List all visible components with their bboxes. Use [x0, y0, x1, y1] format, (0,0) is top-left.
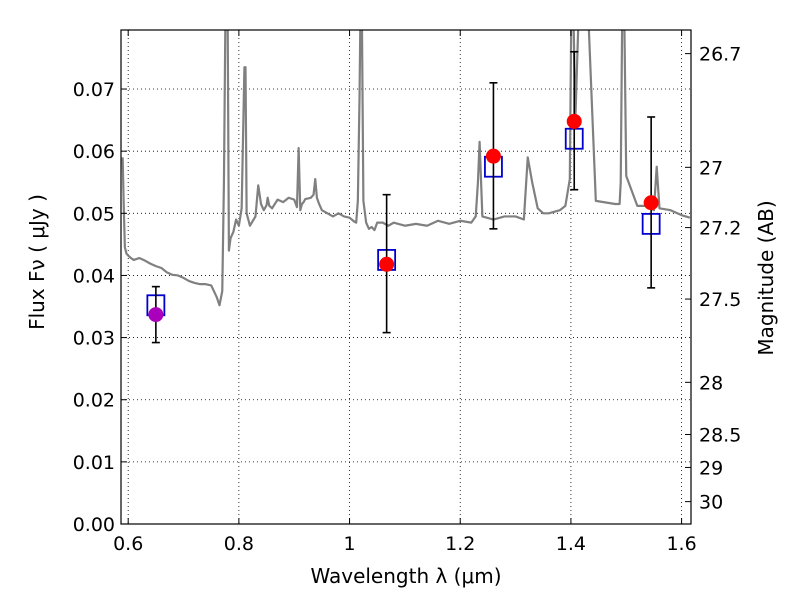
y2-tick-label: 28.5: [699, 425, 741, 447]
y-tick-label: 0.01: [73, 452, 115, 474]
y-tick-label: 0.05: [73, 203, 115, 225]
x-tick-label: 0.8: [224, 533, 254, 555]
axis-ticks: [121, 30, 691, 525]
y-axis-title: Flux Fν ( μJy ): [25, 194, 49, 330]
x-tick-label: 1.2: [445, 533, 475, 555]
y2-tick-label: 27.5: [699, 289, 741, 311]
y2-tick-label: 30: [699, 492, 723, 514]
y2-tick-label: 26.7: [699, 44, 741, 66]
grid: [121, 30, 691, 525]
y2-tick-label: 27: [699, 157, 723, 179]
model-spectrum-line: [121, 30, 691, 307]
observed-point: [485, 148, 501, 164]
y-tick-label: 0.07: [73, 79, 115, 101]
observed-point: [148, 307, 164, 323]
y-tick-label: 0.02: [73, 390, 115, 412]
x-tick-label: 1.4: [556, 533, 586, 555]
plot-data: [121, 30, 691, 344]
x-tick-label: 1.6: [666, 533, 696, 555]
y2-axis-title: Magnitude (AB): [754, 200, 778, 355]
y-tick-label: 0.06: [73, 141, 115, 163]
tick-labels: 0.6 0.8 1 1.2 1.4 1.6 0.00 0.01 0.02 0.03 0.04 0.05…: [73, 44, 742, 555]
observed-point: [643, 195, 659, 211]
x-tick-label: 1: [344, 533, 356, 555]
y-tick-label: 0.00: [73, 514, 115, 536]
x-tick-label: 0.6: [113, 533, 143, 555]
y-tick-label: 0.03: [73, 328, 115, 350]
y2-tick-label: 29: [699, 457, 723, 479]
y2-tick-label: 27.2: [699, 218, 741, 240]
observed-point: [379, 256, 395, 272]
observed-point: [566, 113, 582, 129]
y2-tick-label: 28: [699, 372, 723, 394]
x-axis-title: Wavelength λ (μm): [310, 564, 501, 588]
y-tick-label: 0.04: [73, 265, 115, 287]
plot-frame: [120, 29, 692, 525]
